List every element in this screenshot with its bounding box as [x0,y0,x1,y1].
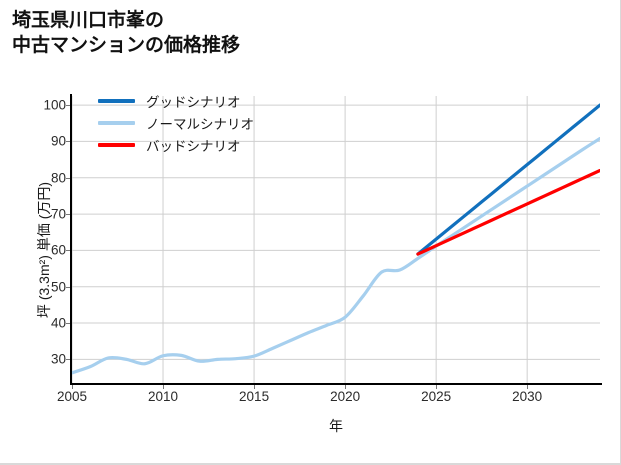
x-tick-label: 2030 [512,389,543,404]
x-tick-label: 2010 [148,389,179,404]
y-tick-label: 50 [50,279,66,295]
y-tick-label: 40 [50,315,66,331]
y-axis-spine [70,94,72,385]
legend-swatch-icon [98,99,135,103]
x-tick-mark [345,385,347,389]
series-line-bad [416,168,600,256]
y-axis-tick-labels: 30 40 50 60 70 80 90 100 [0,0,66,465]
legend-label: グッドシナリオ [146,95,241,110]
series-line-normal [72,136,600,375]
series-lines [72,103,600,375]
x-tick-mark [163,385,165,389]
legend-swatch-icon [98,143,135,147]
x-tick-label: 2015 [239,389,270,404]
x-axis-spine [70,383,602,385]
y-tick-label: 90 [50,133,66,149]
y-tick-label: 100 [43,97,66,113]
y-tick-label: 30 [50,351,66,367]
gridlines [72,96,600,383]
chart-legend: グッドシナリオ ノーマルシナリオ バッドシナリオ [98,90,308,156]
legend-label: バッドシナリオ [146,139,241,154]
y-tick-mark [66,250,70,252]
legend-swatch-icon [98,121,135,125]
y-tick-label: 70 [50,206,66,222]
y-tick-mark [66,323,70,325]
legend-item[interactable]: グッドシナリオ [98,90,308,112]
legend-label: ノーマルシナリオ [146,117,254,132]
y-tick-mark [66,105,70,107]
x-tick-mark [72,385,73,389]
x-tick-label: 2020 [330,389,361,404]
y-tick-mark [66,359,70,361]
x-tick-label: 2005 [56,389,88,404]
page-title: 埼玉県川口市峯の 中古マンションの価格推移 [12,10,241,57]
y-tick-mark [66,141,70,143]
x-axis-title: 年 [329,418,343,434]
legend-item[interactable]: ノーマルシナリオ [98,112,308,134]
series-line-good [416,103,600,256]
y-tick-label: 60 [50,242,66,258]
y-tick-mark [66,286,70,288]
y-tick-mark [66,214,70,216]
x-tick-mark [527,385,529,389]
plot-svg [72,96,600,383]
y-axis-title: 坪 (3.3m²) 単価 (万円) [36,181,52,319]
plot-area [72,96,600,383]
legend-item[interactable]: バッドシナリオ [98,134,308,156]
y-tick-label: 80 [50,170,66,186]
x-tick-mark [254,385,256,389]
y-tick-mark [66,177,70,179]
x-tick-label: 2025 [421,389,452,404]
x-tick-mark [436,385,438,389]
